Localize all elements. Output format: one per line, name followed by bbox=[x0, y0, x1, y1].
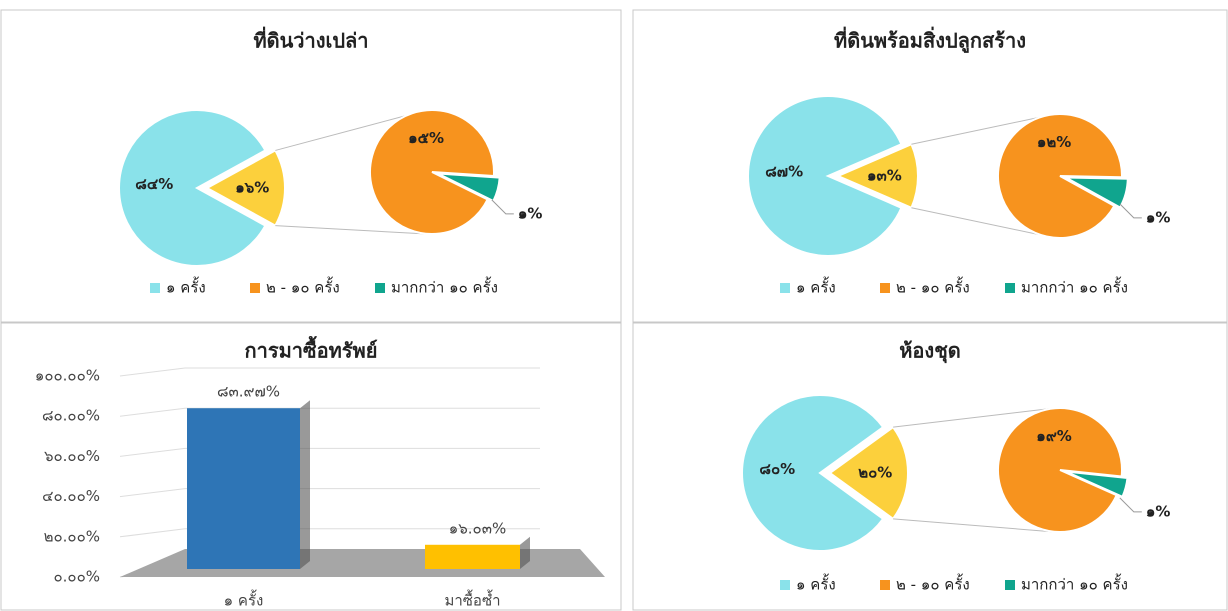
legend-label: ๒ - ๑๐ ครั้ง bbox=[896, 574, 970, 594]
leader-line bbox=[491, 199, 514, 215]
leader-line bbox=[1119, 497, 1142, 513]
pie-slice bbox=[1065, 470, 1129, 499]
data-label: ๑% bbox=[1146, 208, 1171, 226]
connector bbox=[911, 207, 1056, 239]
chart-title: การมาซื้อทรัพย์ bbox=[245, 336, 378, 363]
legend-swatch bbox=[375, 283, 385, 293]
pie-slice bbox=[1065, 176, 1129, 209]
legend-swatch bbox=[880, 580, 890, 590]
legend-label: ๑ ครั้ง bbox=[166, 277, 206, 297]
leader-line bbox=[1119, 203, 1142, 219]
panel bbox=[632, 9, 1228, 323]
data-label: ๑๖% bbox=[235, 179, 269, 197]
data-label: ๑๓% bbox=[867, 167, 902, 185]
pie-slice bbox=[369, 109, 495, 235]
grid-line bbox=[119, 447, 540, 457]
bar bbox=[425, 544, 520, 569]
legend-label: ๑ ครั้ง bbox=[796, 574, 836, 594]
legend-swatch bbox=[150, 283, 160, 293]
data-label: ๘๗% bbox=[765, 163, 803, 181]
legend-label: ๒ - ๑๐ ครั้ง bbox=[266, 277, 340, 297]
legend-swatch bbox=[780, 283, 790, 293]
data-label: ๑๖.๐๓% bbox=[449, 519, 506, 537]
legend-swatch bbox=[880, 283, 890, 293]
legend-label: มากกว่า ๑๐ ครั้ง bbox=[391, 277, 498, 297]
y-tick-label: ๔๐.๐๐% bbox=[42, 487, 100, 505]
pie-slice bbox=[741, 394, 885, 552]
connector bbox=[275, 225, 428, 235]
connector bbox=[911, 113, 1056, 145]
grid-line bbox=[119, 407, 540, 417]
y-tick-label: ๑๐๐.๐๐% bbox=[35, 367, 100, 385]
pie-slice bbox=[747, 95, 903, 257]
legend-label: ๑ ครั้ง bbox=[796, 277, 836, 297]
x-tick-label: มาซื้อซ้ำ bbox=[444, 590, 500, 610]
y-tick-label: ๘๐.๐๐% bbox=[42, 407, 100, 425]
data-label: ๘๐% bbox=[759, 460, 795, 478]
chart-title: ที่ดินว่างเปล่า bbox=[253, 26, 368, 53]
y-tick-label: ๒๐.๐๐% bbox=[44, 527, 100, 545]
pie-slice bbox=[997, 113, 1123, 239]
bar-side bbox=[520, 536, 530, 569]
panel bbox=[0, 9, 622, 323]
data-label: ๑% bbox=[518, 204, 543, 222]
legend-label: มากกว่า ๑๐ ครั้ง bbox=[1021, 574, 1128, 594]
legend-swatch bbox=[780, 580, 790, 590]
legend-swatch bbox=[1005, 580, 1015, 590]
grid-line bbox=[119, 488, 540, 498]
pie-slice bbox=[997, 407, 1123, 534]
data-label: ๘๔% bbox=[135, 175, 173, 193]
legend-label: มากกว่า ๑๐ ครั้ง bbox=[1021, 277, 1128, 297]
grid-line bbox=[119, 367, 540, 377]
y-tick-label: ๖๐.๐๐% bbox=[44, 447, 100, 465]
bar bbox=[187, 408, 300, 569]
pie-slice bbox=[204, 149, 286, 227]
legend-swatch bbox=[1005, 283, 1015, 293]
legend-label: ๒ - ๑๐ ครั้ง bbox=[896, 277, 970, 297]
panel bbox=[632, 322, 1228, 611]
x-tick-label: ๑ ครั้ง bbox=[224, 590, 264, 610]
data-label: ๑% bbox=[1146, 502, 1171, 520]
pie-slice bbox=[118, 109, 267, 267]
chart-title: ที่ดินพร้อมสิ่งปลูกสร้าง bbox=[834, 26, 1026, 55]
connector bbox=[893, 518, 1056, 533]
pie-slice bbox=[835, 142, 919, 210]
pie-slice bbox=[828, 425, 909, 521]
data-label: ๑๒% bbox=[1037, 133, 1071, 151]
data-label: ๘๓.๙๗% bbox=[217, 383, 280, 401]
data-label: ๑๙% bbox=[1036, 427, 1072, 445]
grid-line bbox=[119, 528, 540, 538]
panel bbox=[0, 322, 622, 611]
legend-swatch bbox=[250, 283, 260, 293]
chart-title: ห้องชุด bbox=[899, 339, 961, 364]
bar-side bbox=[300, 400, 310, 569]
y-tick-label: ๐.๐๐% bbox=[54, 568, 101, 586]
data-label: ๑๕% bbox=[408, 129, 444, 147]
connector bbox=[893, 407, 1056, 428]
data-label: ๒๐% bbox=[858, 464, 892, 482]
